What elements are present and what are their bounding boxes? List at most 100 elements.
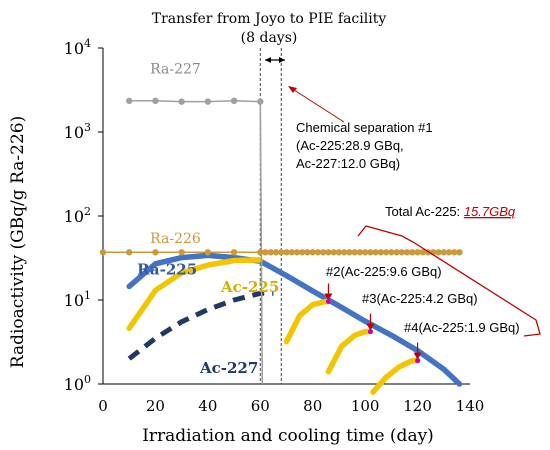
label-ra-227: Ra-227 [150,61,201,77]
point-ra-226 [356,249,364,256]
drop-ra-227 [259,101,264,385]
series-ra-225 [126,252,463,387]
point-ra-226 [178,249,185,256]
point-ra-226 [414,249,421,256]
transfer-arrow [265,57,285,63]
series-ac-225-regrowth-1 [283,298,332,345]
x-tick-140: 140 [456,397,485,415]
transfer-title: Transfer from Joyo to PIE facility [152,11,387,27]
point-ra-226 [419,249,427,256]
point-ra-226 [272,249,280,256]
total-bracket [357,225,541,337]
label-ac-227: Ac-227 [199,359,258,377]
point-ra-226 [382,249,390,256]
point-ra-226 [409,249,416,256]
y-axis-label: Radioactivity (GBq/g Ra-226) [8,116,28,368]
x-tick-60: 60 [251,397,270,415]
point-ra-226 [456,249,463,256]
separation-labels: #2(Ac-225:9.6 GBq) #3(Ac-225:4.2 GBq) #4… [326,264,520,335]
point-ra-226 [346,249,353,256]
point-ra-226 [435,249,442,256]
x-tick-80: 80 [303,397,322,415]
point-ra-226 [262,249,269,256]
point-ra-226 [361,249,369,256]
x-tick-20: 20 [146,397,165,415]
y-tick-label: 102 [64,205,91,226]
point-ra-226 [367,249,374,256]
series-ra-227 [128,100,262,103]
point-ra-226 [340,249,348,256]
separation-1-annotation: Chemical separation #1 (Ac-225:28.9 GBq,… [288,86,433,171]
point-ra-227 [257,98,264,105]
point-ra-226 [99,249,107,256]
total-prefix: Total Ac-225: [385,204,464,219]
x-tick-120: 120 [403,397,432,415]
transfer-days: (8 days) [241,30,298,46]
point-ra-226 [403,249,411,256]
point-ra-226 [304,249,311,256]
separation-1-title: Chemical separation #1 [296,120,433,135]
separation-point-4 [415,358,421,364]
separation-1-line2: Ac-227:12.0 GBq) [296,156,400,171]
separation-3-label: #3(Ac-225:4.2 GBq) [362,291,478,306]
separation-arrowhead-4 [413,352,422,360]
x-tick-labels: 0 20 40 60 80 100 120 140 [98,397,484,415]
point-ra-226 [335,249,343,256]
point-ra-226 [377,249,385,256]
transfer-period-lines [259,48,282,384]
point-ra-226 [451,249,458,256]
separation-markers [324,283,422,364]
series-ac-225-regrowth-3 [370,357,421,395]
point-ra-226 [204,249,212,256]
point-ra-227 [230,97,238,105]
point-ra-226 [257,249,264,256]
point-ra-226 [288,249,295,256]
point-ra-226 [398,249,406,256]
point-ra-226 [393,249,400,256]
series-ac-225 [126,257,264,332]
point-ra-226 [445,249,453,256]
label-ac-225: Ac-225 [220,278,279,296]
total-ac225-annotation: Total Ac-225: 15.7GBq [357,204,541,337]
point-ra-226 [440,249,447,256]
point-ra-226 [320,249,327,256]
separation-1-line1: (Ac-225:28.9 GBq, [296,138,404,153]
label-ra-226: Ra-226 [150,231,201,247]
separation-2-label: #2(Ac-225:9.6 GBq) [326,264,442,279]
point-ra-227 [152,97,159,105]
separation-arrowhead-2 [324,293,333,301]
point-ra-226 [278,249,285,256]
series-points [99,97,463,256]
series-ac-225-regrowth-2 [325,328,374,375]
point-ra-226 [325,249,332,256]
point-ra-227 [178,98,185,105]
x-tick-0: 0 [98,397,108,415]
total-value: 15.7GBq [464,204,516,219]
point-ra-227 [204,98,212,105]
point-ra-226 [126,249,133,256]
y-tick-label: 103 [64,121,91,142]
separation-point-2 [325,298,331,304]
separation-4-label: #4(Ac-225:1.9 GBq) [404,320,520,335]
label-ra-225: Ra-225 [137,261,197,279]
series-labels: Ra-227 Ra-226 Ra-225 Ac-225 Ac-227 [137,61,279,377]
point-ra-226 [330,249,337,256]
point-ra-226 [299,249,306,256]
svg-text:Total Ac-225: 15.7GBq: Total Ac-225: 15.7GBq [385,204,516,219]
point-ra-226 [388,249,395,256]
point-ra-226 [230,249,238,256]
point-ra-226 [309,249,316,256]
x-tick-100: 100 [351,397,380,415]
y-tick-labels: 100 101 102 103 104 [64,37,103,394]
point-ra-226 [314,249,322,256]
separation-point-3 [367,329,373,335]
separation-arrowhead-3 [366,323,375,331]
point-ra-226 [372,249,379,256]
point-ra-227 [126,97,133,105]
point-ra-226 [293,249,301,256]
y-tick-label: 101 [64,289,91,310]
point-ra-226 [152,249,159,256]
y-tick-label: 100 [64,373,91,394]
y-tick-label: 104 [64,37,91,58]
